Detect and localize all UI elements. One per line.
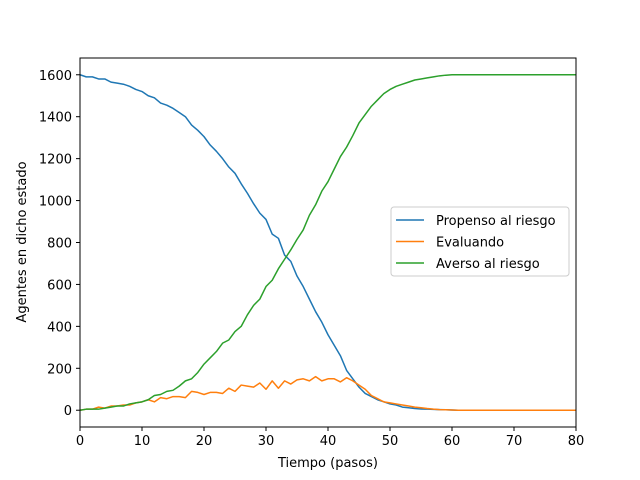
legend: Propenso al riesgo Evaluando Averso al rie…: [390, 206, 570, 277]
legend-label-averso-al-riesgo: Averso al riesgo: [436, 257, 540, 272]
x-tick-label: 40: [320, 434, 337, 449]
y-tick-label: 1200: [39, 153, 72, 168]
y-axis-label: Agentes en dicho estado: [15, 161, 30, 322]
y-tick-label: 200: [47, 362, 72, 377]
legend-label-propenso-al-riesgo: Propenso al riesgo: [436, 214, 556, 229]
x-tick-label: 30: [258, 434, 275, 449]
legend-box: [390, 206, 570, 277]
y-tick-label: 600: [47, 278, 72, 293]
y-tick-label: 400: [47, 320, 72, 335]
y-tick-label: 1000: [39, 195, 72, 210]
x-tick-label: 50: [382, 434, 399, 449]
y-tick-label: 1600: [39, 69, 72, 84]
y-tick-label: 0: [64, 404, 72, 419]
series-line-evaluando: [79, 375, 576, 411]
series-group: [79, 74, 576, 411]
series-line-averso-al-riesgo: [79, 74, 576, 411]
x-tick-label: 80: [568, 434, 585, 449]
x-tick-label: 60: [444, 434, 461, 449]
y-tick-label: 1400: [39, 111, 72, 126]
legend-label-evaluando: Evaluando: [436, 236, 504, 251]
x-axis: 0 10 20 30 40 50 60 70 80: [76, 427, 584, 449]
y-axis: 0 200 400 600 800 1000 1200 1400 1600: [39, 69, 80, 419]
y-tick-label: 800: [47, 237, 72, 252]
x-tick-label: 20: [196, 434, 213, 449]
x-tick-label: 10: [134, 434, 151, 449]
x-tick-label: 70: [506, 434, 523, 449]
x-tick-label: 0: [76, 434, 84, 449]
x-axis-label: Tiempo (pasos): [277, 456, 378, 471]
